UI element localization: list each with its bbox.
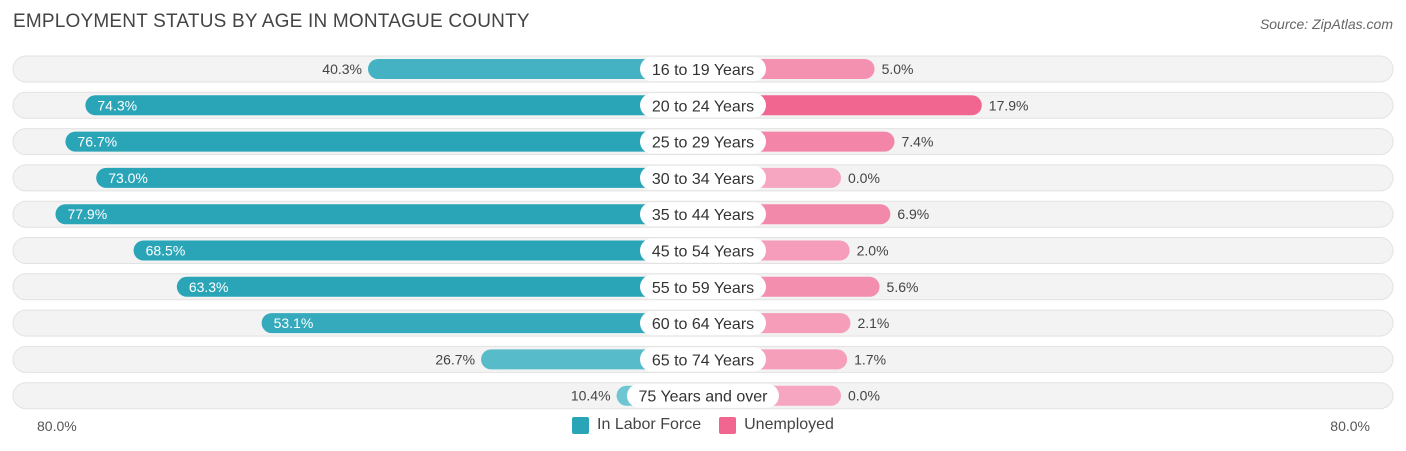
category-pill [640,129,766,154]
axis-label-left: 80.0% [37,418,77,434]
category-label: 45 to 54 Years [652,244,754,261]
category-label: 55 to 59 Years [652,280,754,297]
value-label-labor-force: 77.9% [67,206,107,222]
category-pill [640,311,766,336]
legend: In Labor Force Unemployed [0,416,1406,434]
category-label: 20 to 24 Years [652,98,754,115]
value-label-unemployed: 2.0% [857,243,889,259]
value-label-unemployed: 5.0% [882,61,914,77]
value-label-unemployed: 0.0% [848,170,880,186]
bar-labor-force [65,131,703,152]
legend-label-unemployed: Unemployed [744,416,834,433]
category-pill [640,202,766,227]
bar-labor-force [133,240,703,261]
legend-item-unemployed: Unemployed [719,416,834,434]
value-label-labor-force: 40.3% [322,61,362,77]
legend-item-labor-force: In Labor Force [572,416,701,434]
value-label-labor-force: 53.1% [274,315,314,331]
value-label-unemployed: 2.1% [857,315,889,331]
category-label: 60 to 64 Years [652,316,754,333]
value-label-labor-force: 68.5% [146,243,186,259]
bar-unemployed [703,95,982,116]
category-pill [640,238,766,263]
value-label-unemployed: 1.7% [854,351,886,367]
bar-labor-force [85,95,704,116]
bar-labor-force [55,204,704,225]
value-label-labor-force: 63.3% [189,279,229,295]
value-label-labor-force: 73.0% [108,170,148,186]
bar-labor-force [261,313,703,334]
value-label-unemployed: 0.0% [848,388,880,404]
bar-labor-force [176,276,704,297]
legend-label-labor-force: In Labor Force [597,416,702,433]
legend-swatch-labor-force [572,416,590,434]
category-pill [640,347,766,372]
value-label-labor-force: 10.4% [571,388,611,404]
bar-labor-force [96,167,703,188]
value-label-labor-force: 26.7% [435,351,475,367]
value-label-unemployed: 6.9% [897,206,929,222]
category-pill [640,93,766,118]
category-label: 30 to 34 Years [652,171,754,188]
value-label-unemployed: 7.4% [902,134,934,150]
category-pill [640,165,766,190]
legend-swatch-unemployed [719,416,737,434]
category-pill [627,383,779,408]
value-label-unemployed: 5.6% [887,279,919,295]
axis-label-right: 80.0% [1330,418,1370,434]
value-label-unemployed: 17.9% [989,97,1029,113]
value-label-labor-force: 74.3% [97,97,137,113]
category-label: 25 to 29 Years [652,135,754,152]
category-label: 35 to 44 Years [652,207,754,224]
category-label: 16 to 19 Years [652,62,754,79]
chart-title: EMPLOYMENT STATUS BY AGE IN MONTAGUE COU… [13,11,530,32]
source-note: Source: ZipAtlas.com [1259,16,1393,32]
category-pill [640,57,766,81]
category-label: 75 Years and over [639,389,769,406]
bar-labor-force [368,59,703,79]
category-pill [640,274,766,299]
value-label-labor-force: 76.7% [77,134,117,150]
category-label: 65 to 74 Years [652,352,754,369]
